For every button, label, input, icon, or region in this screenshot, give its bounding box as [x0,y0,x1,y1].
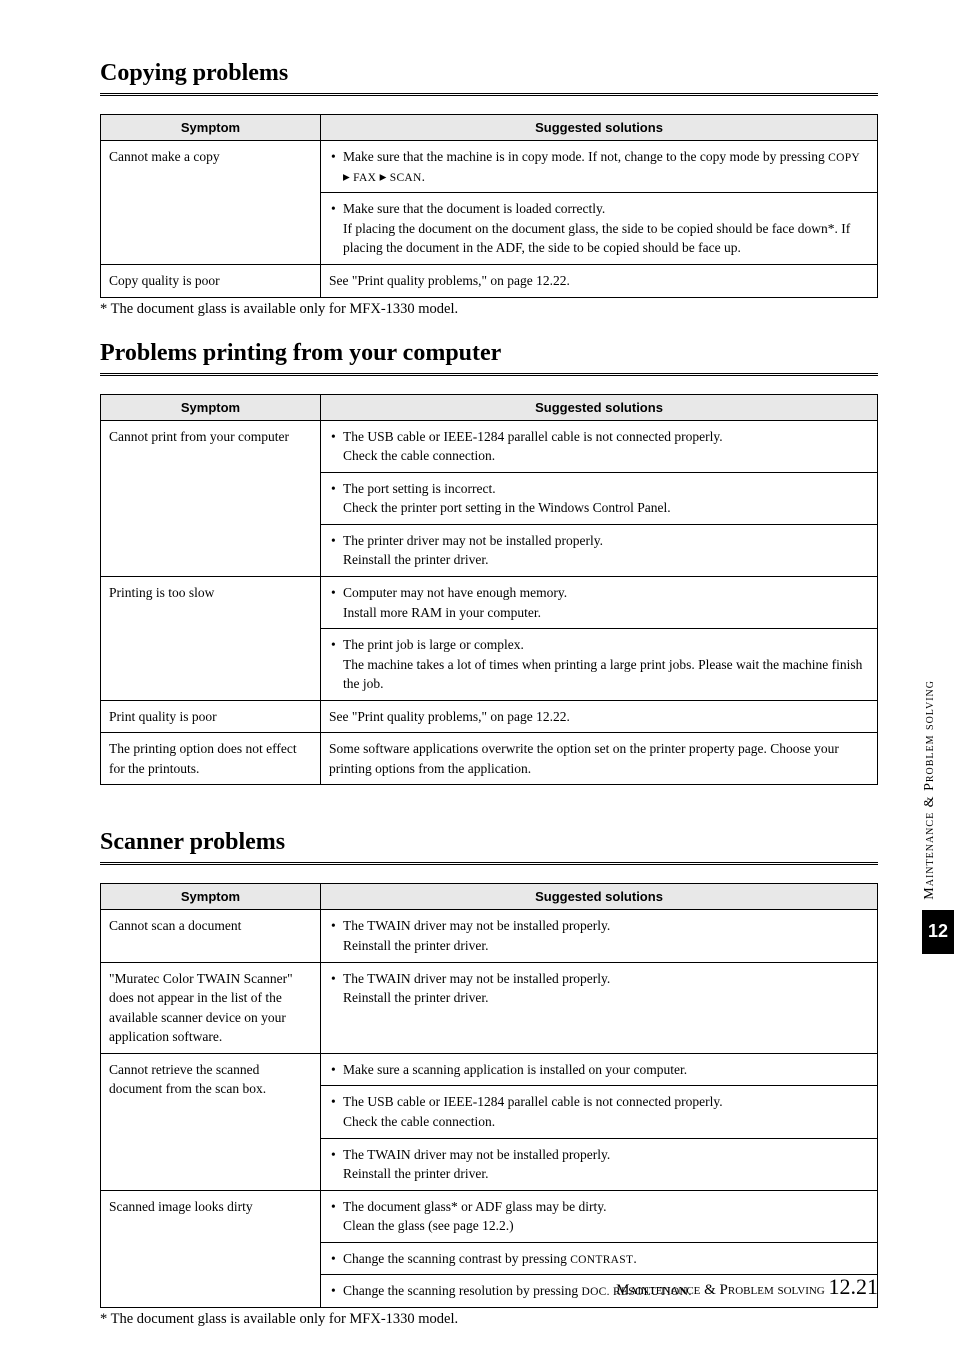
solution-cell: The USB cable or IEEE-1284 parallel cabl… [321,420,878,472]
solution-cell: Some software applications overwrite the… [321,733,878,785]
side-tab: Maintenance & Problem solving 12 [922,680,954,954]
solution-cell: The port setting is incorrect. Check the… [321,472,878,524]
solution-item: Change the scanning contrast by pressing… [329,1249,869,1269]
solution-item: The port setting is incorrect. Check the… [329,479,869,518]
chapter-number-box: 12 [922,910,954,954]
symptom-cell: Scanned image looks dirty [101,1190,321,1307]
page-footer: Maintenance & Problem solving 12.21 [616,1274,878,1300]
col-solutions: Suggested solutions [321,884,878,910]
symptom-cell: "Muratec Color TWAIN Scanner" does not a… [101,962,321,1053]
side-label: Maintenance & Problem solving [922,680,938,900]
col-symptom: Symptom [101,115,321,141]
solution-cell: The USB cable or IEEE-1284 parallel cabl… [321,1086,878,1138]
solution-item: The USB cable or IEEE-1284 parallel cabl… [329,427,869,466]
table-row: Copy quality is poor See "Print quality … [101,265,878,298]
col-solutions: Suggested solutions [321,394,878,420]
page-number: 12.21 [829,1274,879,1299]
solution-item: The TWAIN driver may not be installed pr… [329,969,869,1008]
solution-item: The TWAIN driver may not be installed pr… [329,1145,869,1184]
solution-cell: The print job is large or complex. The m… [321,629,878,701]
table-scanner: Symptom Suggested solutions Cannot scan … [100,883,878,1308]
solution-cell: Make sure that the machine is in copy mo… [321,141,878,193]
solution-item: Make sure that the machine is in copy mo… [329,147,869,186]
symptom-cell: Cannot print from your computer [101,420,321,576]
solution-cell: Make sure that the document is loaded co… [321,193,878,265]
solution-item: Computer may not have enough memory. Ins… [329,583,869,622]
table-row: "Muratec Color TWAIN Scanner" does not a… [101,962,878,1053]
col-solutions: Suggested solutions [321,115,878,141]
solution-cell: The TWAIN driver may not be installed pr… [321,910,878,962]
table-row: Cannot print from your computer The USB … [101,420,878,472]
symptom-cell: Print quality is poor [101,700,321,733]
solution-item: The print job is large or complex. The m… [329,635,869,694]
symptom-cell: Copy quality is poor [101,265,321,298]
solution-cell: Change the scanning contrast by pressing… [321,1242,878,1275]
table-printing: Symptom Suggested solutions Cannot print… [100,394,878,786]
table-copying: Symptom Suggested solutions Cannot make … [100,114,878,298]
solution-cell: The printer driver may not be installed … [321,524,878,576]
table-row: Scanned image looks dirty The document g… [101,1190,878,1242]
solution-cell: Make sure a scanning application is inst… [321,1053,878,1086]
table-row: Cannot make a copy Make sure that the ma… [101,141,878,193]
solution-cell: The document glass* or ADF glass may be … [321,1190,878,1242]
footnote: * The document glass is available only f… [100,1311,878,1328]
solution-item: The document glass* or ADF glass may be … [329,1197,869,1236]
col-symptom: Symptom [101,884,321,910]
solution-item: The USB cable or IEEE-1284 parallel cabl… [329,1092,869,1131]
symptom-cell: Printing is too slow [101,576,321,700]
symptom-cell: Cannot scan a document [101,910,321,962]
solution-cell: The TWAIN driver may not be installed pr… [321,962,878,1053]
table-row: Printing is too slow Computer may not ha… [101,576,878,628]
symptom-cell: Cannot make a copy [101,141,321,265]
table-row: Cannot scan a document The TWAIN driver … [101,910,878,962]
symptom-cell: Cannot retrieve the scanned document fro… [101,1053,321,1190]
solution-cell: The TWAIN driver may not be installed pr… [321,1138,878,1190]
solution-cell: See "Print quality problems," on page 12… [321,265,878,298]
table-row: Cannot retrieve the scanned document fro… [101,1053,878,1086]
section-title-copying: Copying problems [100,60,878,96]
solution-item: Make sure a scanning application is inst… [329,1060,869,1080]
table-row: The printing option does not effect for … [101,733,878,785]
footnote: * The document glass is available only f… [100,301,878,318]
solution-cell: See "Print quality problems," on page 12… [321,700,878,733]
col-symptom: Symptom [101,394,321,420]
footer-text: Maintenance & Problem solving [616,1282,825,1298]
solution-item: The printer driver may not be installed … [329,531,869,570]
section-title-scanner: Scanner problems [100,829,878,865]
solution-item: The TWAIN driver may not be installed pr… [329,916,869,955]
table-row: Print quality is poor See "Print quality… [101,700,878,733]
section-title-printing: Problems printing from your computer [100,340,878,376]
solution-item: Make sure that the document is loaded co… [329,199,869,258]
solution-cell: Computer may not have enough memory. Ins… [321,576,878,628]
symptom-cell: The printing option does not effect for … [101,733,321,785]
